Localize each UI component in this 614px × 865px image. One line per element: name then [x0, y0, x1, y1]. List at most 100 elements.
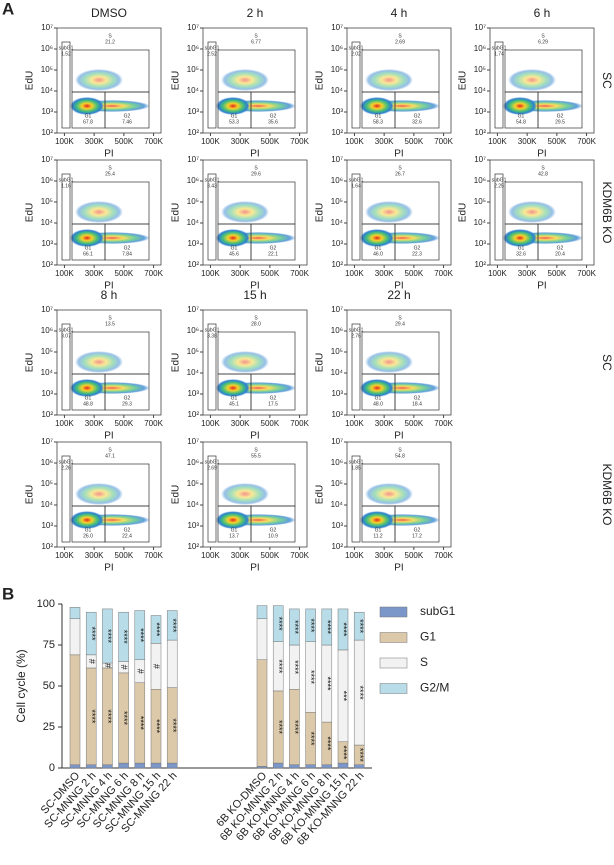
y-tick-label: 10³: [331, 239, 343, 248]
significance: #: [152, 664, 162, 669]
y-tick-label: 10⁴: [41, 218, 54, 227]
y-tick-label: 10⁴: [187, 86, 200, 95]
plot-frame: [202, 27, 308, 134]
gate-value: 53.3: [229, 119, 239, 125]
gate-value: 29.3: [122, 401, 132, 407]
gate-value: 35.6: [268, 119, 278, 125]
panel-label: B: [2, 584, 14, 603]
x-tick-label: 100K: [201, 269, 220, 278]
gate-name: G1: [518, 245, 525, 251]
bar-segment: [166, 610, 178, 641]
gate-name: subG1: [59, 459, 74, 465]
legend-label: G1: [420, 630, 436, 644]
significance: ****: [339, 745, 349, 760]
x-tick-label: 300K: [375, 137, 394, 146]
bar-segment: [150, 762, 162, 769]
plot-frame: [489, 27, 595, 134]
y-tick-label: 10²: [331, 542, 343, 551]
x-tick-label: 100K: [201, 137, 220, 146]
y-tick-label: 10⁴: [187, 218, 200, 227]
y-tick-label: 10²: [474, 260, 486, 269]
gate: [104, 91, 150, 129]
gate-value: 45.6: [229, 251, 239, 257]
gate-name: G1: [375, 113, 382, 119]
significance: ****: [322, 620, 332, 635]
y-tick-label: 10⁵: [187, 65, 199, 74]
x-tick-label: 300K: [375, 419, 394, 428]
gate-name: G1: [375, 395, 382, 401]
significance: ****: [355, 619, 365, 634]
y-tick-label: 10⁷: [474, 23, 486, 32]
gate-value: 54.8: [516, 119, 526, 125]
gate-value: 45.1: [229, 401, 239, 407]
plot-title: 2 h: [247, 6, 264, 20]
gate-value: 29.5: [555, 119, 565, 125]
gate-name: subG1: [492, 45, 507, 51]
x-tick-label: 100K: [345, 137, 364, 146]
density-s: [365, 351, 413, 373]
y-tick-label: 10⁵: [331, 347, 343, 356]
y-tick-label: 10²: [187, 410, 199, 419]
gate-name: G1: [231, 245, 238, 251]
plot-frame: [56, 159, 162, 266]
gate-name: S: [541, 165, 545, 171]
gate-name: S: [398, 33, 402, 39]
x-tick-label: 300K: [518, 269, 537, 278]
bar-segment: [134, 762, 146, 769]
gate-value: 28.0: [251, 321, 261, 327]
density-core: [216, 229, 250, 247]
gate: [394, 373, 440, 411]
y-tick-label: 10⁷: [187, 437, 199, 446]
bar-segment: [256, 659, 268, 767]
y-axis-label: EdU: [458, 203, 469, 222]
x-tick-label: 500K: [548, 137, 567, 146]
gate-name: G2: [557, 113, 564, 119]
y-tick-label: 10⁷: [187, 305, 199, 314]
gate: [61, 455, 71, 543]
x-tick-label: 700K: [290, 269, 309, 278]
gate-name: G1: [518, 113, 525, 119]
gate-value: 6.77: [251, 39, 261, 45]
x-axis-label: PI: [250, 431, 259, 442]
y-axis-label: EdU: [171, 203, 182, 222]
x-tick-label: 100K: [201, 419, 220, 428]
y-tick-label: 10⁵: [187, 347, 199, 356]
gate-name: G2: [414, 245, 421, 251]
gate-value: 11.2: [373, 533, 383, 539]
significance: ****: [290, 720, 300, 735]
gate-name: subG1: [59, 327, 74, 333]
y-tick-label: 10⁴: [41, 368, 54, 377]
x-tick-label: 500K: [261, 269, 280, 278]
x-tick-label: 500K: [115, 419, 134, 428]
significance: ****: [306, 670, 316, 685]
x-axis-label: PI: [104, 281, 113, 292]
gate: [104, 505, 150, 543]
y-tick-label: 10⁷: [331, 23, 343, 32]
plot-frame: [56, 27, 162, 134]
x-axis-label: PI: [104, 431, 113, 442]
y-axis-label: Cell cycle (%): [14, 649, 28, 722]
gate-name: subG1: [205, 459, 220, 465]
density-s: [75, 351, 123, 373]
gate: [250, 505, 296, 543]
gate-name: subG1: [59, 45, 74, 51]
gate-name: S: [254, 33, 258, 39]
significance: ****: [322, 736, 332, 751]
plot-frame: [346, 309, 452, 416]
y-axis-label: EdU: [171, 71, 182, 90]
gate-value: 1.85: [351, 465, 361, 471]
bar-segment: [289, 764, 300, 769]
gate-name: G1: [231, 113, 238, 119]
gate-name: S: [254, 315, 258, 321]
y-tick-label: 10³: [41, 389, 53, 398]
gate-value: 10.9: [268, 533, 278, 539]
bar-segment: [118, 762, 129, 769]
gate-value: 26.0: [83, 533, 93, 539]
significance: ****: [274, 617, 284, 632]
y-tick-label: 10⁴: [41, 500, 54, 509]
gate-name: subG1: [349, 177, 364, 183]
density-s: [365, 201, 413, 223]
gate: [250, 223, 296, 261]
significance: ****: [103, 709, 113, 724]
y-tick-label: 10⁶: [41, 44, 53, 53]
